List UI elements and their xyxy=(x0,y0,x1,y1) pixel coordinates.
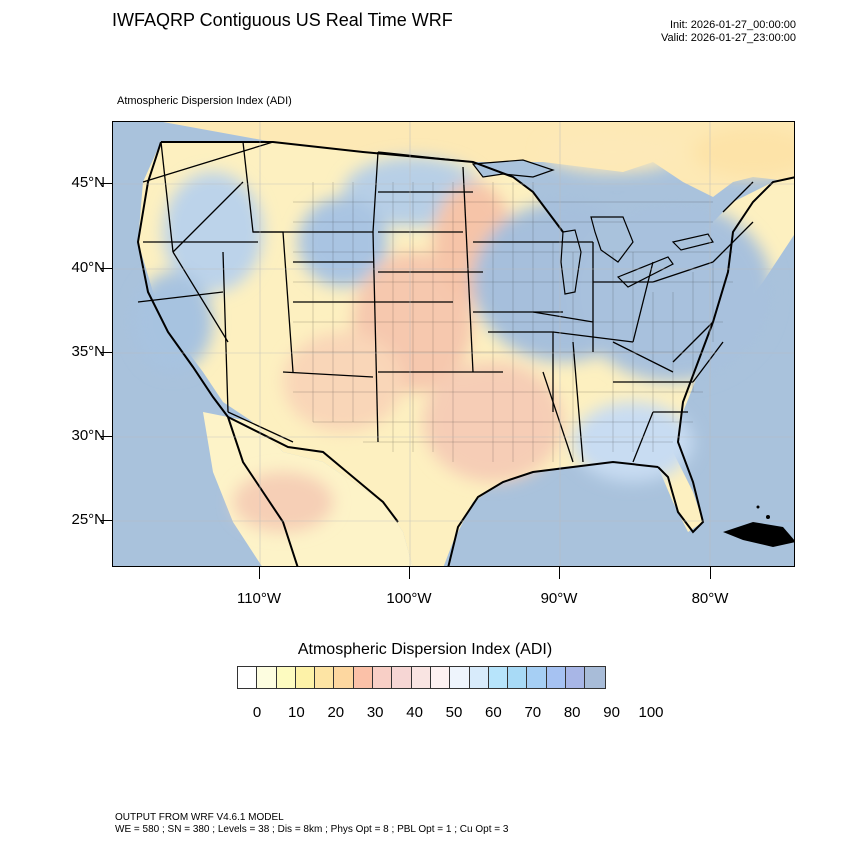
state-borders xyxy=(137,141,754,463)
colorbar-cell xyxy=(450,667,470,688)
colorbar-cell xyxy=(295,667,316,688)
colorbar-cell xyxy=(546,667,567,688)
lat-label-25: 25°N xyxy=(71,511,105,528)
colorbar-cell xyxy=(392,667,412,688)
colorbar-label: 0 xyxy=(252,704,262,721)
time-info: Init: 2026-01-27_00:00:00 Valid: 2026-01… xyxy=(661,19,796,45)
colorbar-label: 20 xyxy=(327,704,345,721)
model-info: OUTPUT FROM WRF V4.6.1 MODEL xyxy=(115,812,284,823)
colorbar xyxy=(237,666,606,689)
colorbar-cell xyxy=(257,667,277,688)
colorbar-cell xyxy=(238,667,258,688)
lon-tick xyxy=(710,567,711,579)
colorbar-label: 40 xyxy=(406,704,423,721)
colorbar-cell xyxy=(430,667,451,688)
lon-label-90: 90°W xyxy=(540,590,578,607)
lat-label-30: 30°N xyxy=(71,427,105,444)
lat-tick xyxy=(100,436,112,437)
model-params: WE = 580 ; SN = 380 ; Levels = 38 ; Dis … xyxy=(115,824,509,835)
lon-label-80: 80°W xyxy=(691,590,729,607)
lat-label-40: 40°N xyxy=(71,259,105,276)
lake-ontario xyxy=(671,233,714,251)
colorbar-cell xyxy=(469,667,489,688)
lon-tick xyxy=(559,567,560,579)
baja-coast xyxy=(227,416,299,566)
lat-tick xyxy=(100,520,112,521)
colorbar-label: 90 xyxy=(603,704,620,721)
county-lines xyxy=(293,182,733,462)
lat-label-35: 35°N xyxy=(71,343,105,360)
colorbar-cell xyxy=(315,667,335,688)
colorbar-cell xyxy=(353,667,374,688)
plot-title: IWFAQRP Contiguous US Real Time WRF xyxy=(112,10,453,30)
colorbar-cell xyxy=(585,667,605,688)
lon-label-100: 100°W xyxy=(386,590,432,607)
graticule xyxy=(113,122,794,566)
lake-huron xyxy=(590,216,634,263)
lat-label-45: 45°N xyxy=(71,174,105,191)
colorbar-cell xyxy=(411,667,431,688)
legend-title: Atmospheric Dispersion Index (ADI) xyxy=(297,641,553,658)
colorbar-cell xyxy=(276,667,296,688)
gulf-coast xyxy=(447,460,659,566)
lake-michigan xyxy=(560,229,582,295)
colorbar-cell xyxy=(508,667,528,688)
map-frame xyxy=(112,121,795,567)
footer: OUTPUT FROM WRF V4.6.1 MODEL WE = 580 ; … xyxy=(115,812,508,836)
west-coast xyxy=(136,141,229,418)
colorbar-cell xyxy=(527,667,547,688)
colorbar-cell xyxy=(566,667,586,688)
colorbar-label: 10 xyxy=(288,704,305,721)
lat-tick xyxy=(100,268,112,269)
field-subtitle: Atmospheric Dispersion Index (ADI) xyxy=(117,95,292,107)
colorbar-label: 60 xyxy=(485,704,502,721)
colorbar-cell xyxy=(373,667,393,688)
lon-tick xyxy=(259,567,260,579)
cuba xyxy=(723,522,794,547)
east-coast xyxy=(657,176,794,534)
colorbar-label: 50 xyxy=(445,704,463,721)
colorbar-label: 70 xyxy=(524,704,542,721)
init-time: Init: 2026-01-27_00:00:00 xyxy=(670,19,796,31)
lat-tick xyxy=(100,183,112,184)
colorbar-label: 80 xyxy=(563,704,581,721)
mexico-border xyxy=(227,416,399,523)
lake-erie xyxy=(616,256,674,288)
colorbar-label: 30 xyxy=(366,704,384,721)
colorbar-cell xyxy=(334,667,354,688)
lat-tick xyxy=(100,352,112,353)
lake-superior xyxy=(471,159,555,178)
map-svg xyxy=(113,122,794,566)
colorbar-label: 100 xyxy=(638,704,664,721)
lon-tick xyxy=(409,567,410,579)
lon-label-110: 110°W xyxy=(236,590,282,607)
valid-time: Valid: 2026-01-27_23:00:00 xyxy=(661,32,796,44)
colorbar-cell xyxy=(488,667,509,688)
